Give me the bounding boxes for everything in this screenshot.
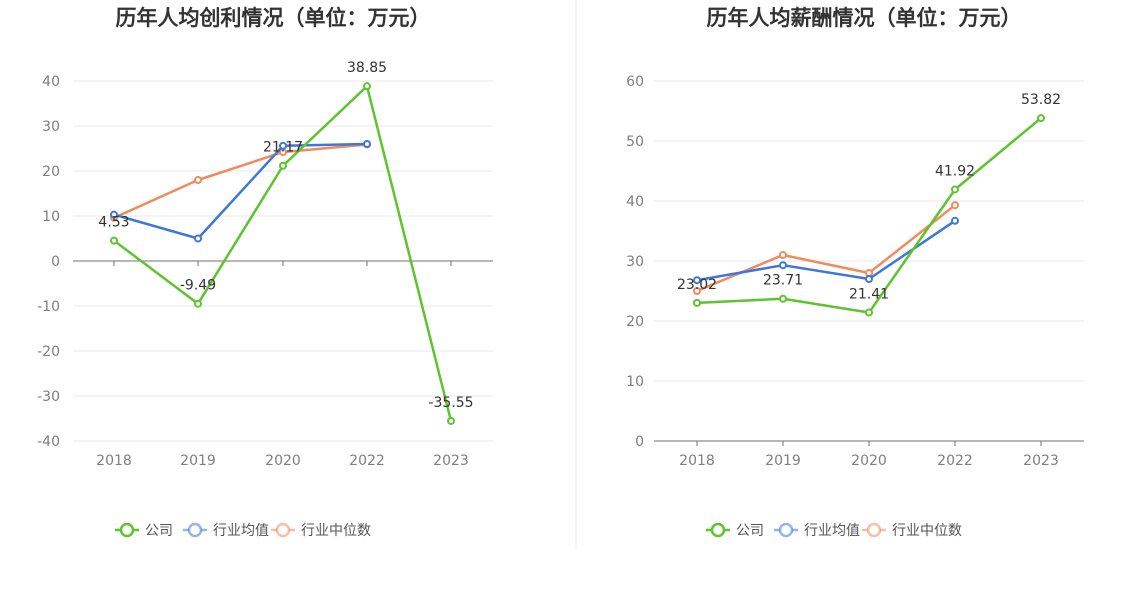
data-point[interactable]: [363, 82, 371, 91]
legend-label: 行业中位数: [301, 523, 371, 539]
legend-marker: [866, 522, 882, 538]
data-label: -35.55: [428, 395, 473, 411]
data-label: 23.02: [677, 277, 717, 293]
y-tick-label: 0: [51, 254, 60, 270]
legend-label: 行业均值: [213, 523, 269, 539]
series-line: [113, 142, 368, 240]
data-point[interactable]: [693, 287, 701, 295]
y-tick-label: 30: [626, 254, 644, 270]
data-label: 23.71: [763, 273, 803, 289]
data-label: 38.85: [347, 60, 387, 76]
data-point[interactable]: [447, 416, 455, 425]
y-tick-label: 10: [42, 209, 60, 225]
data-point[interactable]: [693, 276, 701, 285]
data-point[interactable]: [279, 161, 287, 170]
y-tick-label: 60: [626, 74, 644, 90]
y-tick-label: -10: [37, 299, 60, 315]
data-label: 53.82: [1021, 92, 1061, 108]
y-tick-label: 40: [42, 74, 60, 90]
legend-item[interactable]: 公司: [115, 522, 173, 539]
y-tick-label: -30: [37, 389, 60, 405]
series-line: [113, 143, 368, 219]
series-line: [696, 117, 1042, 314]
x-tick-label: 2018: [679, 453, 715, 469]
x-tick-label: 2020: [265, 453, 301, 469]
legend-marker: [275, 522, 291, 538]
series-line: [113, 84, 453, 422]
y-tick-label: 20: [626, 314, 644, 330]
data-point[interactable]: [279, 141, 287, 150]
data-point[interactable]: [951, 216, 959, 225]
data-label: -9.49: [180, 278, 216, 294]
legend-item[interactable]: 公司: [706, 522, 764, 539]
profit-chart: 历年人均创利情况（单位：万元） 40 30 20 10 0 -10 -20 -30 -40 2018…: [37, 6, 493, 539]
x-tick-label: 2019: [765, 453, 801, 469]
x-tick-label: 2022: [349, 453, 385, 469]
legend-item[interactable]: 行业均值: [774, 522, 860, 539]
y-tick-label: 20: [42, 164, 60, 180]
data-point[interactable]: [951, 185, 959, 194]
data-label: 41.92: [935, 163, 975, 179]
x-tick-label: 2022: [937, 453, 973, 469]
data-point[interactable]: [110, 210, 118, 219]
data-point[interactable]: [1037, 114, 1045, 123]
data-point[interactable]: [194, 299, 202, 308]
data-point[interactable]: [865, 275, 873, 283]
data-point[interactable]: [865, 308, 873, 317]
y-tick-label: -20: [37, 344, 60, 360]
y-tick-label: 0: [635, 434, 644, 450]
legend-item[interactable]: 行业均值: [183, 522, 269, 539]
legend-marker: [778, 522, 794, 538]
y-tick-label: -40: [37, 434, 60, 450]
data-label: 21.17: [263, 140, 303, 156]
data-point[interactable]: [363, 140, 371, 148]
y-tick-label: 10: [626, 374, 644, 390]
data-point[interactable]: [951, 201, 959, 210]
data-point[interactable]: [779, 261, 787, 270]
legend-marker: [119, 522, 135, 538]
series-line: [696, 219, 956, 282]
chart-title: 历年人均薪酬情况（单位：万元）: [707, 6, 1022, 30]
data-point[interactable]: [693, 298, 701, 307]
legend-item[interactable]: 行业中位数: [862, 522, 962, 539]
legend-label: 行业均值: [804, 523, 860, 539]
legend-marker: [187, 522, 203, 538]
chart-title: 历年人均创利情况（单位：万元）: [116, 6, 431, 30]
y-tick-label: 50: [626, 134, 644, 150]
x-tick-label: 2023: [433, 453, 469, 469]
x-tick-label: 2020: [851, 453, 887, 469]
data-point[interactable]: [194, 234, 202, 243]
legend-label: 公司: [736, 523, 764, 539]
data-label: 21.41: [849, 287, 889, 303]
x-tick-label: 2019: [180, 453, 216, 469]
x-tick-label: 2018: [96, 453, 132, 469]
data-label: 4.53: [98, 215, 129, 231]
legend-label: 公司: [145, 523, 173, 539]
salary-chart: 历年人均薪酬情况（单位：万元） 60 50 40 30 20 10 0 2018 2019 2020…: [626, 6, 1084, 539]
data-point[interactable]: [110, 236, 118, 245]
y-tick-label: 30: [42, 119, 60, 135]
legend-marker: [710, 522, 726, 538]
data-point[interactable]: [779, 294, 787, 303]
data-point[interactable]: [194, 176, 202, 184]
x-tick-label: 2023: [1023, 453, 1059, 469]
legend-label: 行业中位数: [892, 523, 962, 539]
y-tick-label: 40: [626, 194, 644, 210]
data-point[interactable]: [779, 251, 787, 259]
legend-item[interactable]: 行业中位数: [271, 522, 371, 539]
